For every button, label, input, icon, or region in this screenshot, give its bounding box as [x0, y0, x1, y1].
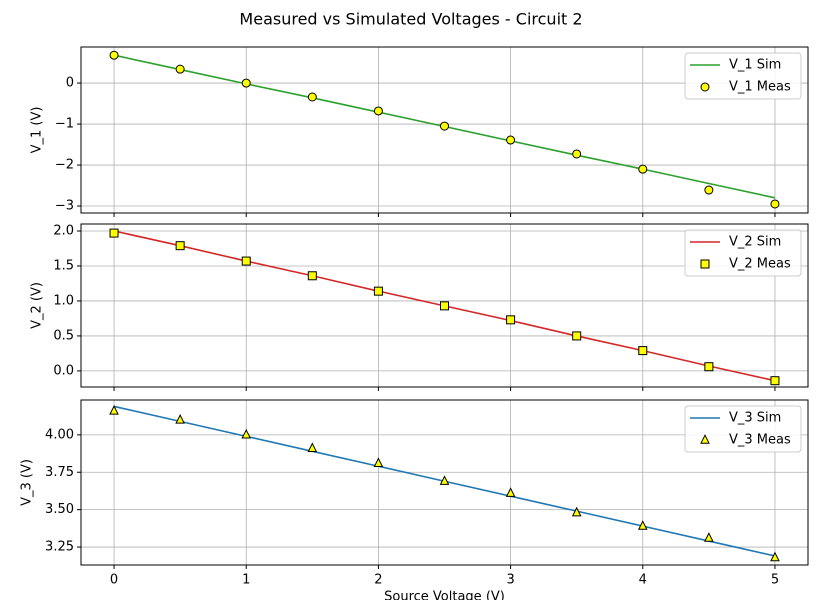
legend-label: V_3 Sim — [729, 411, 781, 426]
marker — [704, 362, 714, 372]
marker — [506, 315, 516, 325]
marker — [770, 376, 780, 386]
figure-title: Measured vs Simulated Voltages - Circuit… — [239, 10, 582, 29]
y-tick-label: 4.00 — [45, 427, 74, 442]
axes-frame — [80, 46, 809, 214]
x-axis-label: Source Voltage (V) — [384, 590, 505, 600]
marker — [175, 64, 185, 74]
legend-label: V_3 Meas — [729, 433, 791, 448]
y-tick-label: −3 — [55, 199, 74, 214]
y-axis-label: V_3 (V) — [20, 459, 35, 506]
marker — [439, 475, 450, 485]
y-tick-label: 1.0 — [53, 293, 74, 308]
marker — [638, 164, 648, 174]
y-tick-label: 3.25 — [45, 540, 74, 555]
legend-marker — [700, 434, 710, 444]
legend-label: V_1 Meas — [729, 80, 791, 95]
y-tick-label: 3.50 — [45, 502, 74, 517]
y-tick-label: 1.5 — [53, 258, 74, 273]
axes-frame — [80, 223, 809, 388]
marker — [572, 149, 582, 159]
marker — [506, 135, 516, 145]
marker — [241, 428, 252, 439]
marker — [572, 331, 582, 341]
y-tick-label: 2.0 — [53, 223, 74, 238]
legend-label: V_2 Sim — [729, 235, 781, 250]
marker — [373, 457, 384, 467]
legend-label: V_2 Meas — [729, 257, 791, 272]
marker — [770, 551, 780, 562]
marker — [770, 199, 780, 209]
marker — [373, 106, 383, 116]
legend-marker — [700, 82, 710, 92]
marker — [638, 346, 648, 356]
y-tick-label: 3.75 — [45, 465, 74, 480]
axes-frame — [80, 399, 809, 566]
x-tick-label: 4 — [639, 573, 647, 588]
marker — [109, 228, 119, 238]
marker — [440, 121, 449, 131]
y-tick-label: −1 — [55, 117, 74, 132]
marker — [307, 92, 317, 102]
marker — [109, 405, 119, 415]
y-tick-label: 0.0 — [53, 363, 74, 378]
legend-label: V_1 Sim — [729, 58, 781, 73]
x-tick-label: 0 — [110, 573, 118, 588]
marker — [307, 271, 317, 281]
marker — [637, 520, 648, 530]
marker — [241, 256, 251, 266]
marker — [175, 413, 185, 424]
marker — [175, 241, 185, 251]
marker — [241, 78, 251, 88]
legend-marker — [700, 259, 710, 269]
marker — [571, 506, 582, 517]
marker — [440, 301, 449, 311]
legend: V_1 Sim V_1 Meas — [684, 52, 802, 100]
x-tick-label: 3 — [506, 573, 514, 588]
marker — [704, 532, 714, 542]
x-tick-label: 2 — [374, 573, 382, 588]
y-axis-label: V_1 (V) — [30, 107, 45, 154]
marker — [373, 286, 383, 296]
marker — [704, 185, 714, 195]
y-tick-label: −2 — [55, 158, 74, 173]
x-tick-label: 5 — [771, 573, 779, 588]
y-tick-label: 0.5 — [53, 328, 74, 343]
legend: V_3 Sim V_3 Meas — [684, 405, 802, 453]
marker — [109, 50, 119, 60]
x-tick-label: 1 — [242, 573, 250, 588]
marker — [505, 487, 516, 497]
y-axis-label: V_2 (V) — [30, 282, 45, 329]
marker — [307, 442, 318, 453]
y-tick-label: 0 — [66, 76, 74, 91]
legend: V_2 Sim V_2 Meas — [684, 229, 802, 277]
